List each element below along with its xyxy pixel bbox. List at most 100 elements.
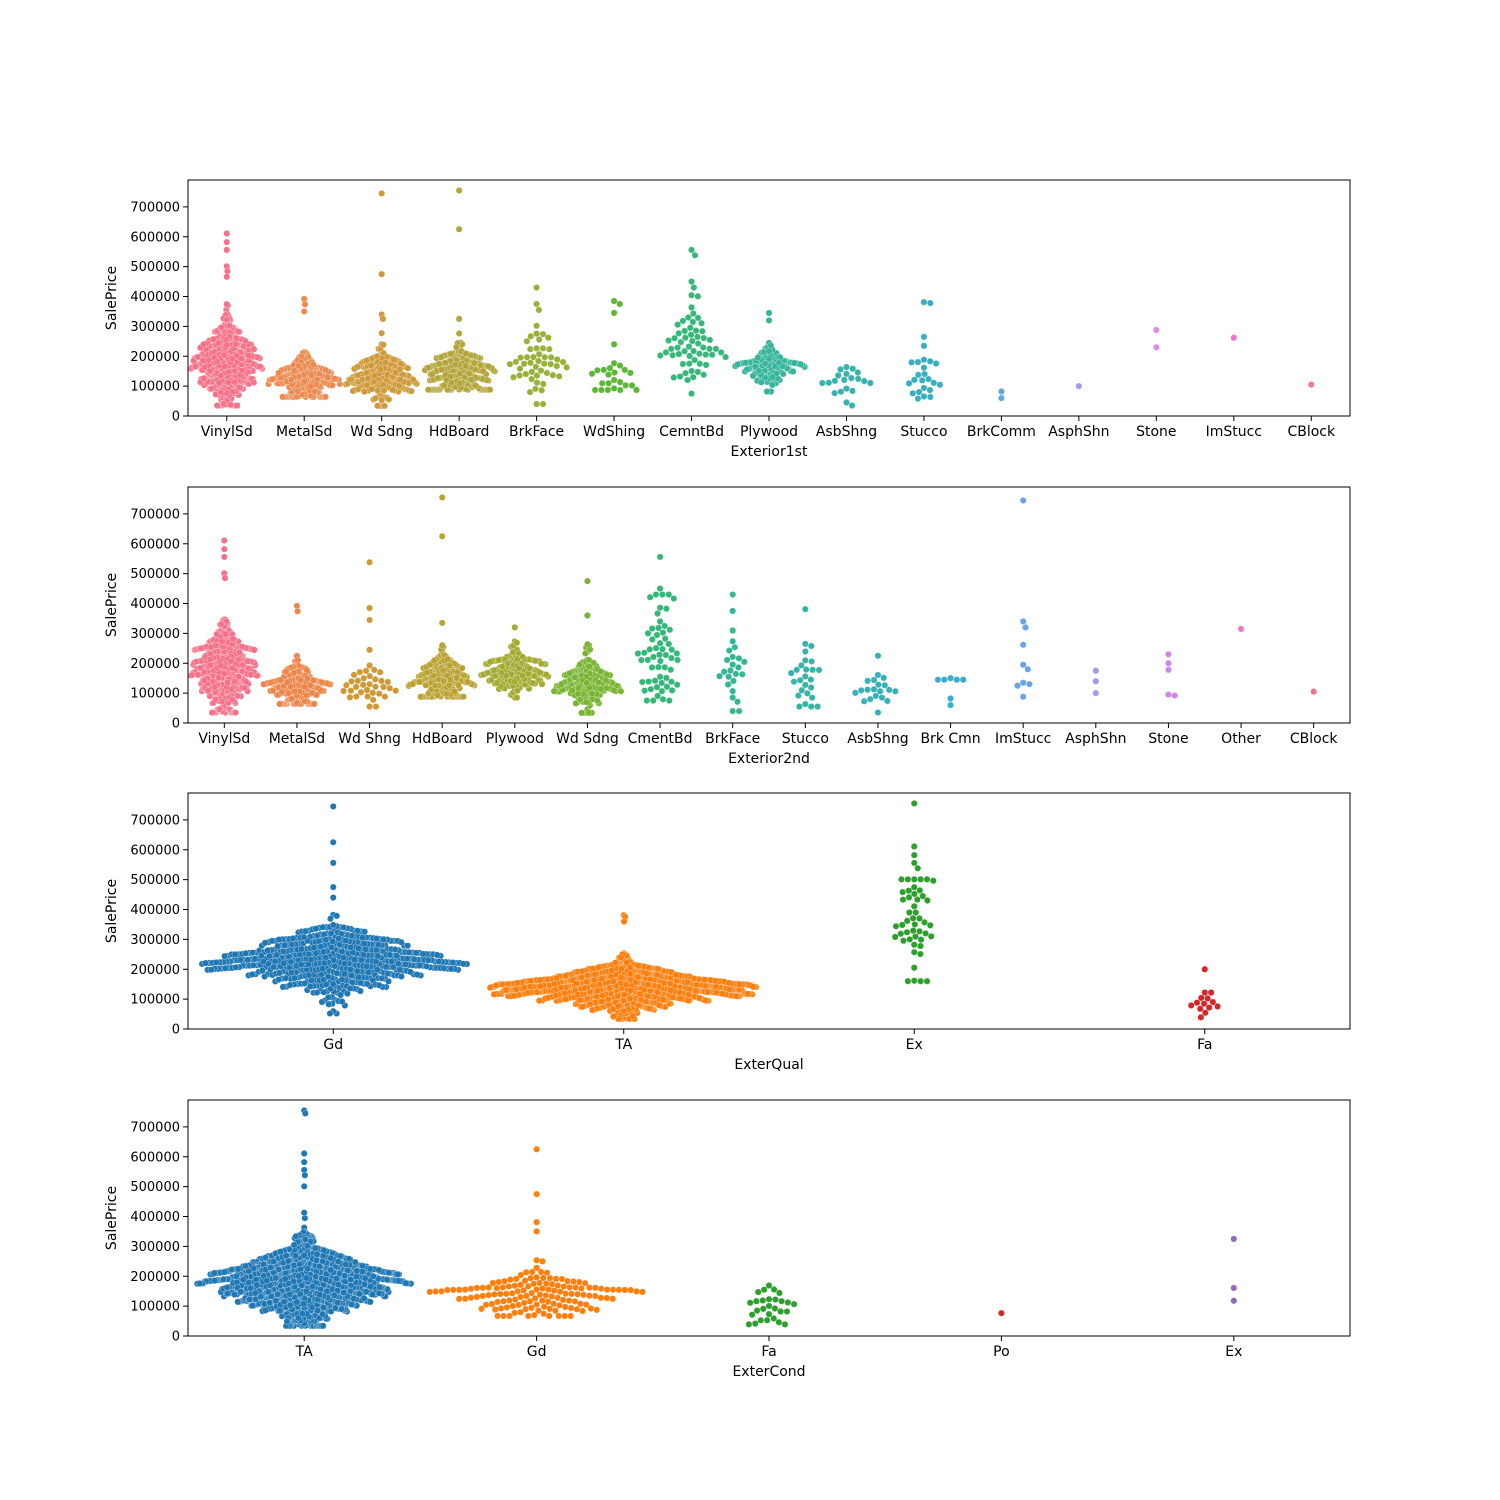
data-point bbox=[303, 666, 311, 674]
data-point bbox=[725, 979, 733, 987]
data-point bbox=[298, 945, 305, 953]
data-point bbox=[659, 629, 667, 637]
data-point bbox=[620, 997, 627, 1004]
data-point bbox=[572, 980, 580, 987]
data-point bbox=[374, 387, 381, 394]
data-point bbox=[294, 607, 301, 615]
data-point bbox=[729, 637, 737, 645]
x-tick-label: ImStucc bbox=[1206, 424, 1262, 440]
data-point bbox=[200, 375, 207, 382]
y-tick-label: 200000 bbox=[130, 350, 180, 365]
data-point bbox=[892, 687, 899, 695]
data-point bbox=[553, 356, 561, 363]
data-point bbox=[662, 651, 670, 659]
x-tick-label: MetalSd bbox=[269, 731, 325, 747]
data-point bbox=[438, 532, 446, 540]
x-tick-label: CBlock bbox=[1287, 424, 1336, 440]
data-point bbox=[285, 689, 293, 697]
data-point bbox=[998, 388, 1005, 395]
data-point bbox=[646, 645, 654, 653]
data-point bbox=[535, 336, 543, 343]
data-point bbox=[673, 681, 681, 689]
data-point bbox=[561, 989, 569, 997]
data-point bbox=[342, 681, 350, 689]
data-point bbox=[698, 327, 706, 335]
data-point bbox=[446, 662, 453, 669]
data-point bbox=[380, 935, 388, 943]
data-point bbox=[1075, 382, 1083, 390]
data-point bbox=[670, 374, 678, 381]
y-tick-label: 700000 bbox=[130, 813, 180, 828]
data-point bbox=[223, 230, 231, 237]
data-point bbox=[533, 988, 541, 996]
data-point bbox=[900, 937, 907, 945]
x-tick-label: VinylSd bbox=[201, 424, 253, 440]
data-point bbox=[391, 946, 399, 953]
data-point bbox=[318, 998, 326, 1006]
data-point bbox=[484, 669, 492, 677]
data-point bbox=[380, 387, 388, 394]
data-point bbox=[605, 371, 612, 378]
data-point bbox=[729, 591, 737, 598]
data-point bbox=[282, 668, 290, 675]
data-point bbox=[765, 317, 773, 324]
data-point bbox=[694, 340, 702, 347]
y-tick-label: 500000 bbox=[130, 1180, 180, 1195]
data-point bbox=[366, 604, 373, 612]
data-point bbox=[452, 343, 460, 351]
x-tick-label: Brk Cmn bbox=[920, 731, 980, 747]
data-point bbox=[522, 370, 530, 378]
data-point bbox=[807, 703, 815, 710]
data-point bbox=[271, 957, 279, 965]
data-point bbox=[267, 679, 275, 687]
data-point bbox=[636, 990, 644, 998]
data-point bbox=[261, 973, 268, 980]
data-point bbox=[688, 291, 695, 299]
data-point bbox=[360, 940, 368, 947]
data-point bbox=[424, 956, 432, 964]
x-tick-label: BrkFace bbox=[705, 731, 760, 747]
data-point bbox=[348, 972, 355, 979]
data-point bbox=[366, 616, 373, 624]
data-point bbox=[683, 978, 691, 986]
data-point bbox=[218, 698, 226, 705]
x-tick-label: AsbShng bbox=[847, 731, 908, 747]
data-point bbox=[775, 359, 783, 367]
data-point bbox=[581, 984, 588, 992]
data-point bbox=[544, 976, 551, 983]
data-point bbox=[1201, 989, 1209, 996]
data-point bbox=[374, 952, 382, 960]
x-tick-label: BrkComm bbox=[967, 424, 1036, 440]
category-points-vinylsd bbox=[187, 230, 266, 409]
data-point bbox=[595, 679, 603, 687]
data-point bbox=[329, 921, 337, 929]
data-point bbox=[244, 657, 252, 665]
data-point bbox=[602, 676, 610, 684]
data-point bbox=[815, 666, 823, 674]
data-point bbox=[455, 681, 462, 689]
data-point bbox=[384, 970, 391, 977]
y-tick-label: 400000 bbox=[130, 597, 180, 612]
data-point bbox=[579, 1003, 586, 1011]
data-point bbox=[241, 684, 248, 692]
x-tick-label: Wd Sdng bbox=[350, 424, 413, 440]
data-point bbox=[284, 678, 291, 686]
data-point bbox=[910, 941, 918, 949]
data-point bbox=[586, 663, 593, 671]
data-point bbox=[711, 977, 719, 985]
data-point bbox=[910, 875, 918, 883]
data-point bbox=[428, 370, 436, 378]
data-point bbox=[379, 315, 387, 323]
data-point bbox=[502, 986, 510, 994]
data-point bbox=[910, 883, 918, 891]
data-point bbox=[440, 382, 448, 389]
data-point bbox=[915, 388, 923, 396]
data-point bbox=[864, 677, 871, 685]
data-point bbox=[213, 630, 221, 638]
data-point bbox=[585, 656, 593, 664]
data-point bbox=[341, 960, 348, 967]
data-point bbox=[335, 935, 343, 943]
data-point bbox=[706, 336, 714, 344]
data-point bbox=[866, 695, 874, 703]
data-point bbox=[719, 990, 727, 998]
